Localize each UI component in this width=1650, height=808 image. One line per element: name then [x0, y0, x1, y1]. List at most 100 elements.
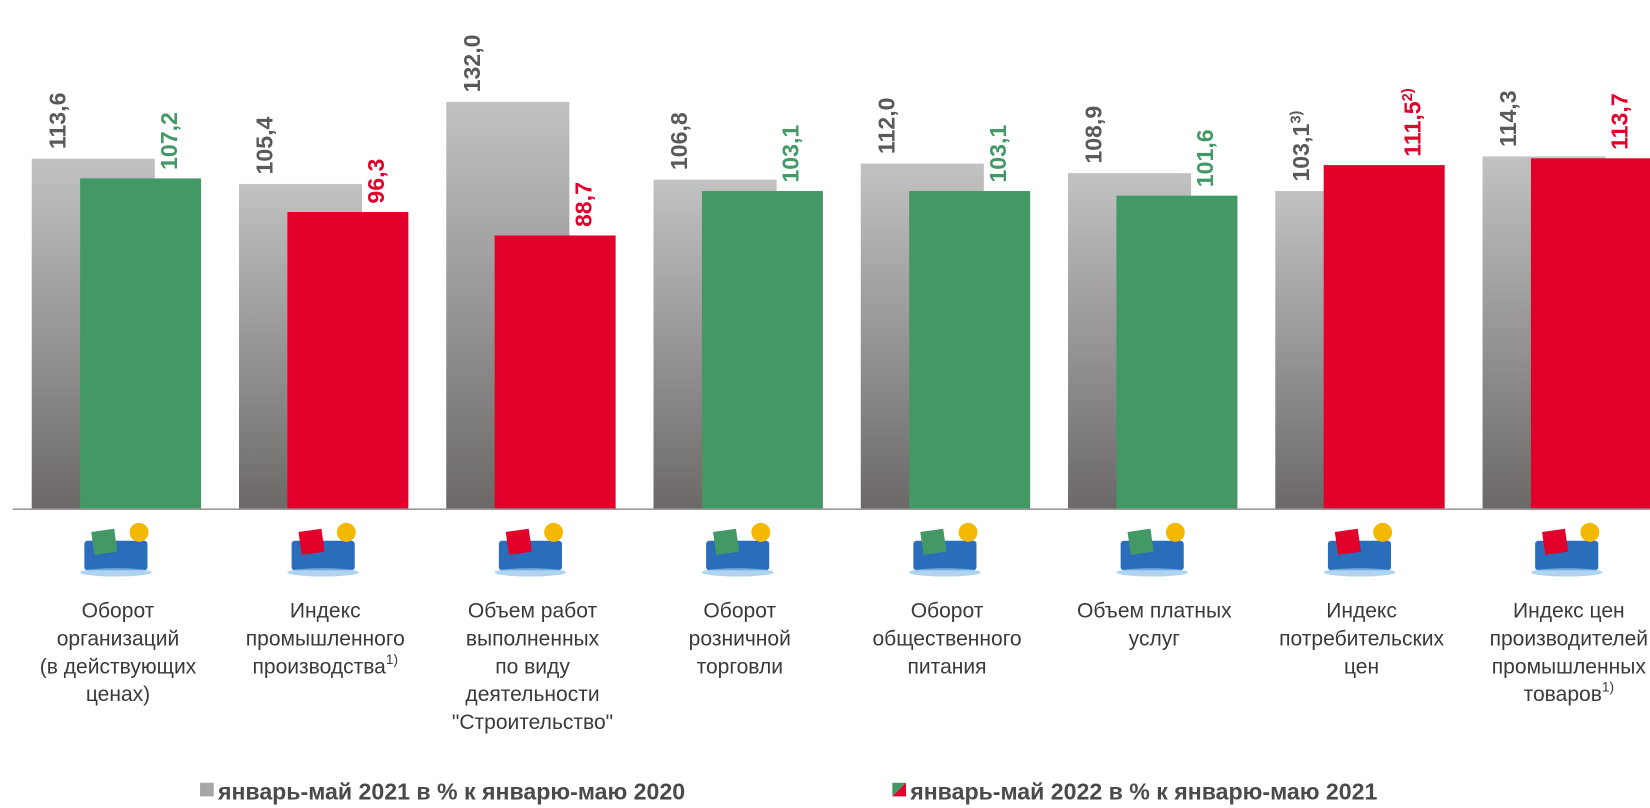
x-tick-label: розничной	[689, 627, 791, 650]
category-icon	[1531, 523, 1603, 577]
bar	[702, 191, 823, 509]
category-icon	[702, 523, 774, 577]
x-tick-label-line: Оборот	[82, 600, 155, 623]
x-tick-label: торговли	[697, 655, 783, 678]
value-label-text: 113,6	[44, 92, 70, 149]
x-tick-label-line: "Строительство"	[452, 711, 613, 734]
icon-part	[287, 568, 359, 576]
value-label: 103,13)	[1288, 111, 1314, 182]
x-tick-label-line: торговли	[697, 655, 783, 678]
x-tick-label-line: услуг	[1129, 627, 1181, 650]
value-label-text: 106,8	[666, 112, 692, 170]
x-tick-label-line: промышленного	[246, 627, 405, 650]
icon-part	[1542, 529, 1568, 555]
x-tick-label-line: Оборот	[703, 600, 776, 623]
value-label-text: 108,9	[1081, 106, 1107, 164]
x-tick-label: Индекс	[290, 600, 361, 623]
bar	[495, 235, 616, 509]
x-tick-label-line: потребительских	[1279, 627, 1444, 650]
value-label-text: 113,7	[1607, 93, 1633, 150]
x-tick-label: потребительских	[1279, 627, 1444, 650]
value-label: 88,7	[570, 182, 596, 227]
x-tick-label: Объем работ	[468, 600, 598, 623]
category-icon	[287, 523, 359, 577]
x-tick-label: общественного	[872, 627, 1021, 650]
x-tick-label-line: выполненных	[466, 627, 600, 650]
icon-part	[1324, 568, 1396, 576]
value-label: 101,6	[1192, 129, 1218, 187]
icon-part	[506, 529, 532, 555]
value-label-text: 111,5	[1399, 101, 1425, 156]
icon-part	[702, 568, 774, 576]
value-label-text: 96,3	[363, 158, 389, 203]
icon-part	[920, 529, 946, 555]
x-tick-label-note: 1)	[386, 652, 398, 667]
category-icon	[80, 523, 152, 577]
x-tick-label: по виду	[495, 655, 570, 678]
legend-label: январь-май 2021 в % к январю-маю 2020	[217, 779, 685, 805]
value-label-text: 103,1	[778, 125, 804, 183]
icon-part	[91, 529, 117, 555]
x-tick-label: Оборот	[911, 600, 984, 623]
value-label-text: 114,3	[1495, 90, 1521, 147]
icon-part	[299, 529, 325, 555]
bar	[1324, 165, 1445, 509]
icon-part	[130, 523, 149, 542]
x-tick-label: организаций	[57, 627, 180, 650]
value-label-text: 103,1	[1288, 124, 1314, 182]
bar	[1531, 158, 1650, 509]
bar	[80, 178, 201, 509]
icon-part	[337, 523, 356, 542]
value-label-text: 103,1	[985, 125, 1011, 183]
x-tick-label: (в действующих	[40, 655, 197, 678]
x-tick-label-line: Индекс	[290, 600, 361, 623]
value-label: 105,4	[252, 116, 278, 174]
icon-part	[959, 523, 978, 542]
x-tick-label: товаров1)	[1524, 680, 1614, 706]
x-tick-label: питания	[908, 655, 987, 678]
icon-part	[1531, 568, 1603, 576]
value-label-text: 132,0	[459, 34, 485, 92]
bar	[1116, 196, 1237, 510]
x-tick-label: ценах)	[86, 683, 150, 706]
x-tick-label-line: товаров	[1524, 683, 1602, 706]
x-tick-label: услуг	[1129, 627, 1181, 650]
x-tick-label: промышленного	[246, 627, 405, 650]
x-tick-label: выполненных	[466, 627, 600, 650]
value-label-text: 112,0	[873, 98, 899, 155]
icon-part	[1373, 523, 1392, 542]
value-label: 114,3	[1495, 90, 1521, 147]
icon-part	[1166, 523, 1185, 542]
page: {"chart_data": { "type": "bar", "categor…	[0, 0, 1650, 808]
icon-part	[1116, 568, 1188, 576]
x-tick-label: деятельности	[465, 683, 599, 706]
icon-part	[751, 523, 770, 542]
bar	[909, 191, 1030, 509]
value-label: 96,3	[363, 158, 389, 203]
value-label: 112,0	[873, 98, 899, 155]
legend-label: январь-май 2022 в % к январю-маю 2021	[909, 779, 1377, 805]
x-tick-label-line: Индекс	[1326, 600, 1397, 623]
value-label: 108,9	[1081, 106, 1107, 164]
x-tick-label: Оборот	[82, 600, 155, 623]
x-tick-label: Объем платных	[1077, 600, 1232, 623]
x-tick-label-note: 1)	[1602, 680, 1614, 695]
x-tick-label-line: производителей	[1490, 627, 1648, 650]
x-tick-label: Индекс	[1326, 600, 1397, 623]
value-label-note: 2)	[1400, 88, 1416, 101]
x-tick-label-line: цен	[1344, 655, 1379, 678]
x-tick-label: "Строительство"	[452, 711, 613, 734]
value-label-text: 101,6	[1192, 129, 1218, 187]
icon-part	[909, 568, 981, 576]
x-tick-label-line: промышленных	[1492, 655, 1647, 678]
x-tick-label: промышленных	[1492, 655, 1647, 678]
chart: 113,6 107,2 Оборот организаций (в действующи…	[0, 0, 1650, 808]
x-tick-label: Индекс цен	[1513, 600, 1625, 623]
value-label-note: 3)	[1289, 111, 1305, 124]
x-tick-label-line: (в действующих	[40, 655, 197, 678]
value-label-text: 107,2	[156, 112, 182, 170]
x-tick-label-line: Оборот	[911, 600, 984, 623]
value-label: 132,0	[459, 34, 485, 92]
x-tick-label-line: организаций	[57, 627, 180, 650]
value-label-text: 88,7	[570, 182, 596, 227]
